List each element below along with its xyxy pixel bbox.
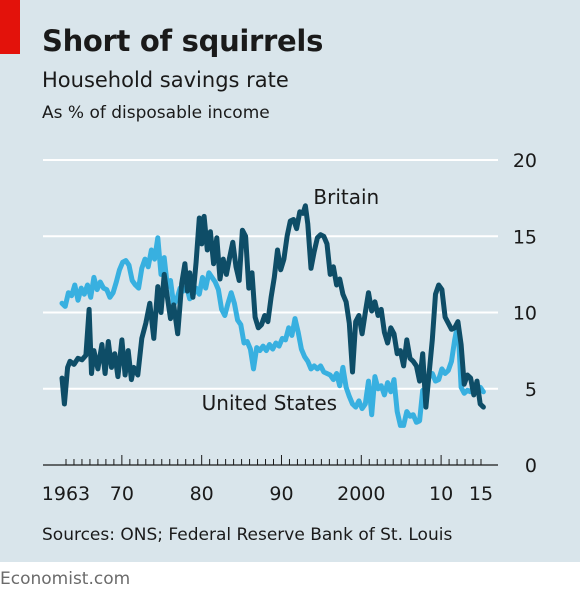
britain-line <box>59 203 486 410</box>
x-tick-label: 10 <box>429 483 453 505</box>
chart-labels: 0 5 10 15 20 1963 70 80 90 2000 10 15 Britain United … <box>42 150 537 505</box>
chart-subtitle: Household savings rate <box>42 68 289 92</box>
chart-units: As % of disposable income <box>42 103 270 123</box>
united-states-series-label: United States <box>202 391 337 415</box>
brand-red-tag <box>0 0 20 54</box>
x-tick-label: 2000 <box>337 483 385 505</box>
economist-brand: Economist.com <box>0 569 131 589</box>
x-axis <box>43 455 498 466</box>
chart-title: Short of squirrels <box>42 24 324 58</box>
y-tick-label: 0 <box>525 455 537 477</box>
savings-rate-line-chart: 0 5 10 15 20 1963 70 80 90 2000 10 15 Britain United … <box>42 150 537 505</box>
x-tick-label: 15 <box>469 483 493 505</box>
x-tick-label: 1963 <box>42 483 90 505</box>
britain-series-label: Britain <box>313 185 379 209</box>
x-tick-label: 70 <box>110 483 134 505</box>
y-tick-label: 20 <box>513 150 537 172</box>
x-tick-label: 80 <box>190 483 214 505</box>
y-tick-label: 15 <box>513 226 537 248</box>
source-note: Sources: ONS; Federal Reserve Bank of St… <box>42 525 453 545</box>
x-tick-label: 90 <box>269 483 293 505</box>
series-lines <box>59 203 486 428</box>
y-tick-label: 10 <box>513 303 537 325</box>
united-states-line <box>59 235 486 428</box>
y-tick-label: 5 <box>525 379 537 401</box>
